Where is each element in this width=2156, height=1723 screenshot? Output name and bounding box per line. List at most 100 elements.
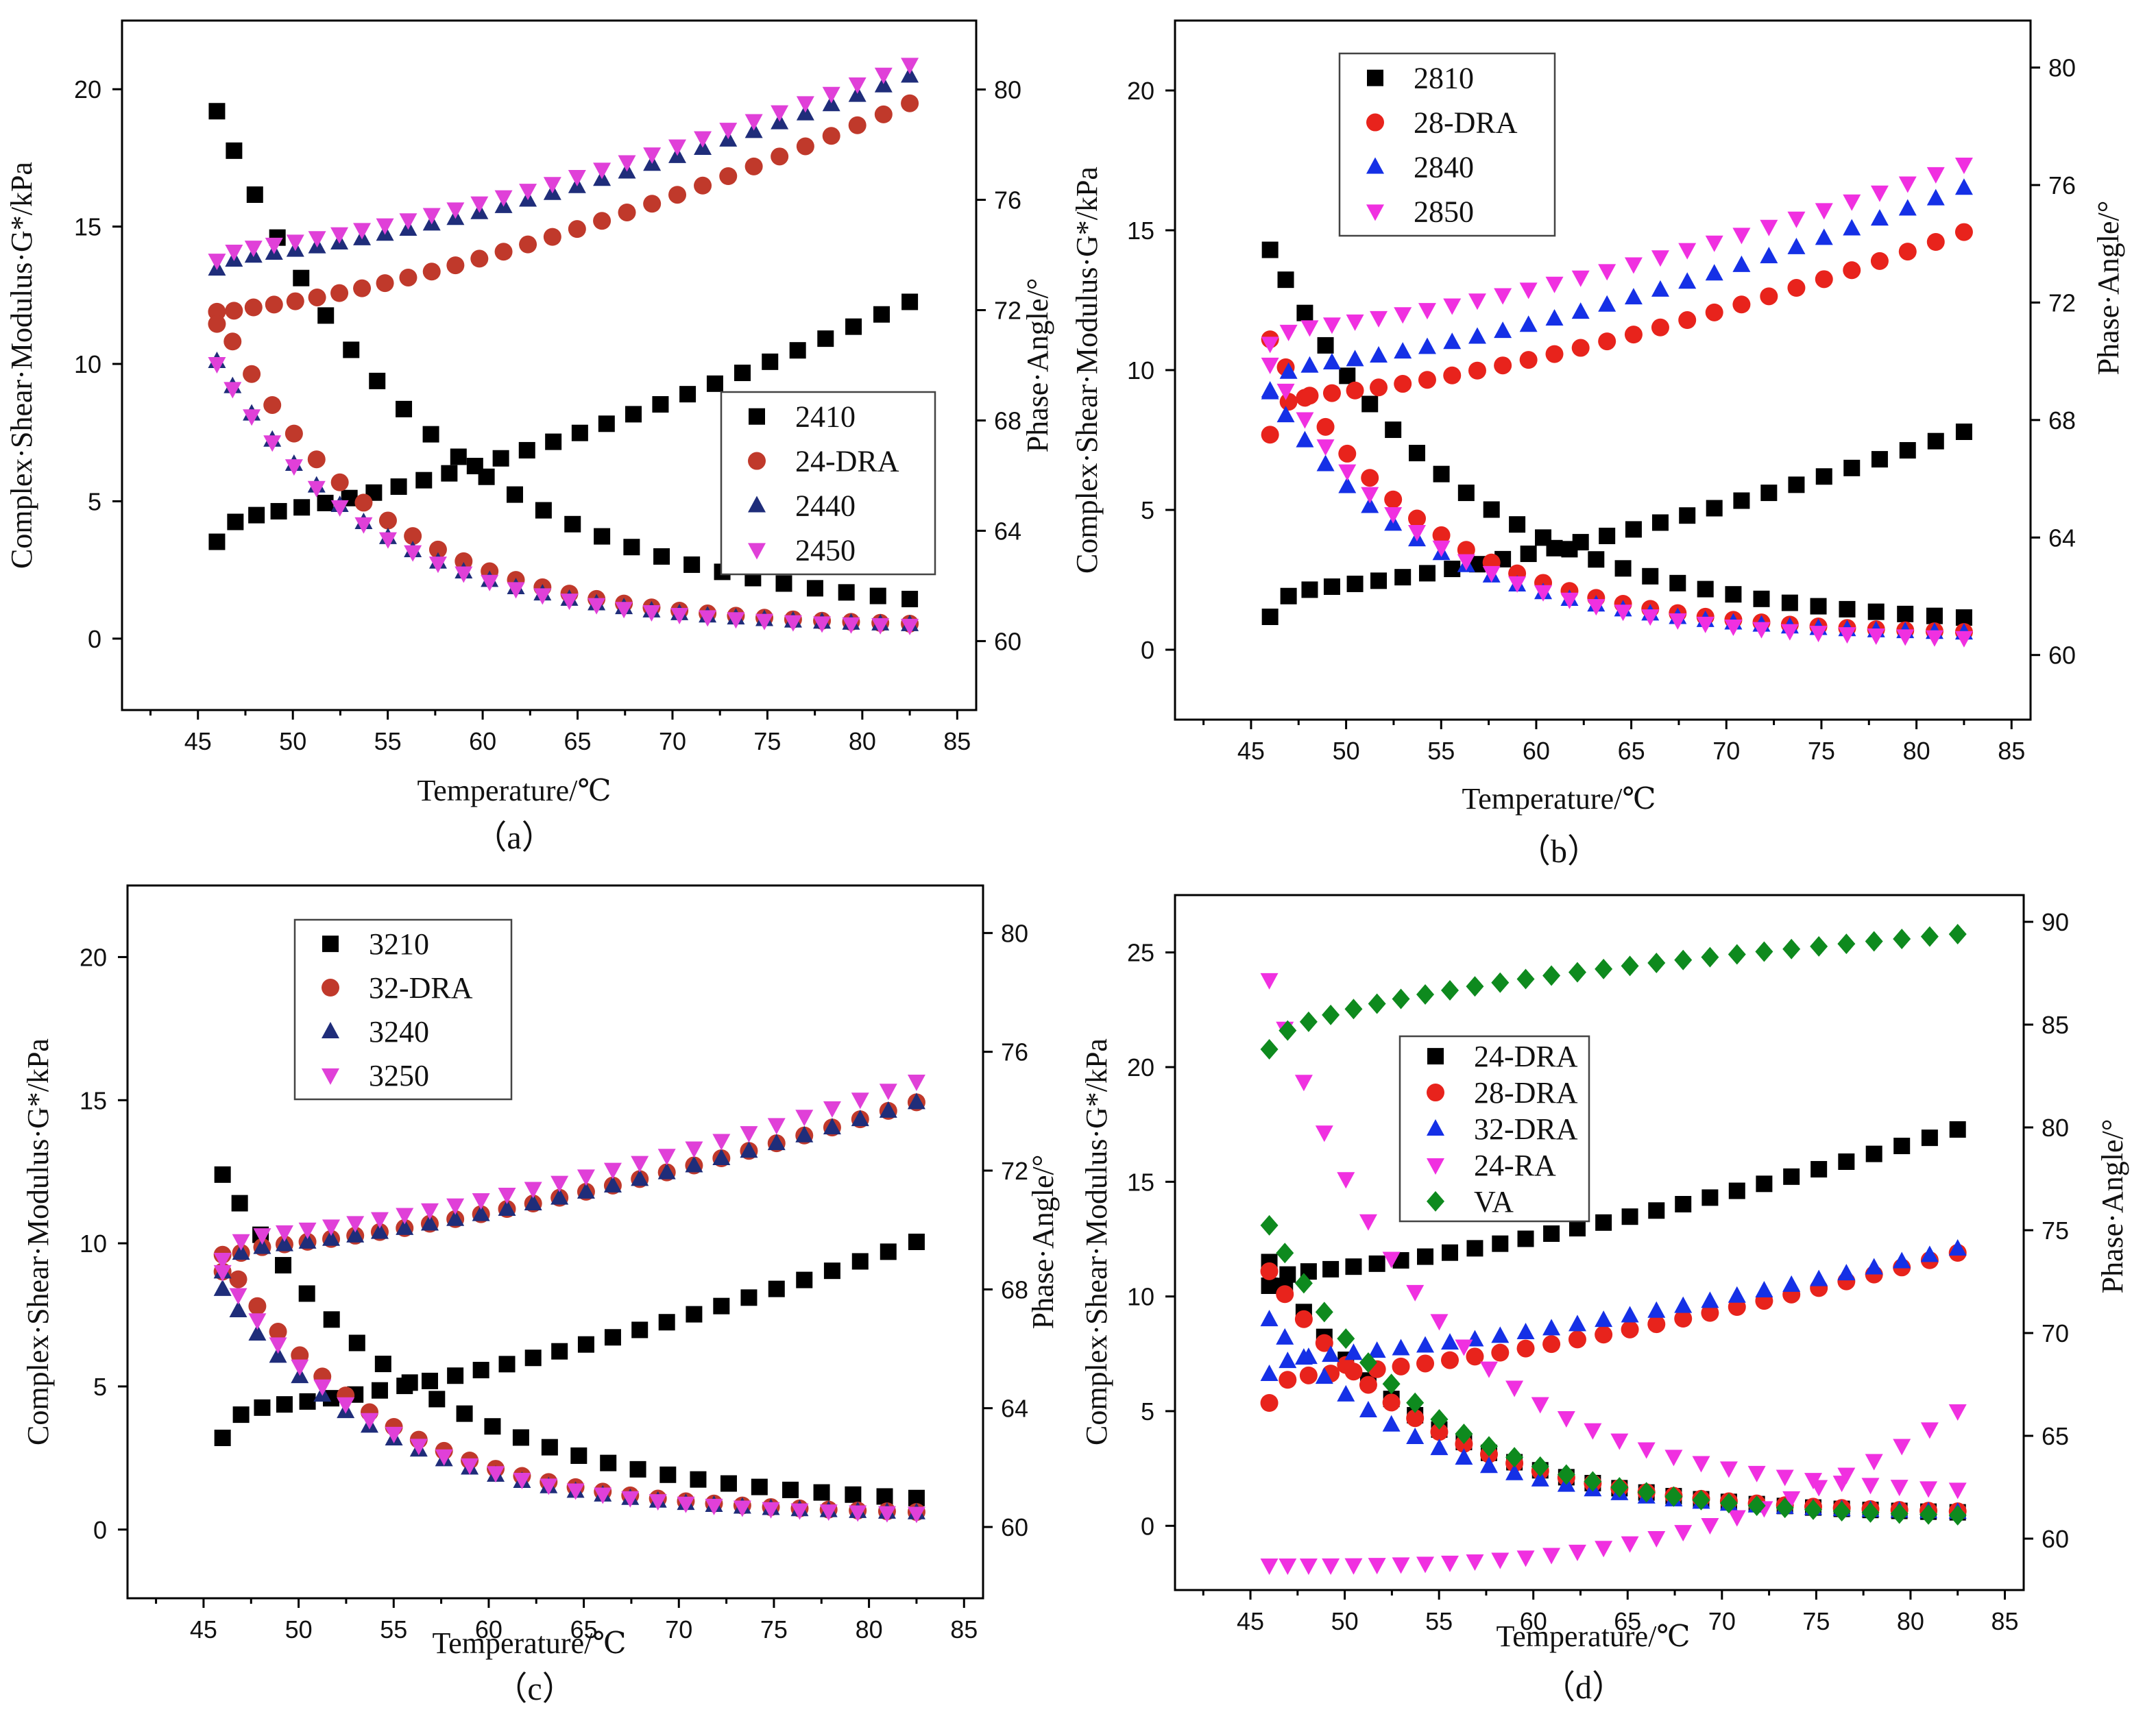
y-tick-label: 0 — [1141, 636, 1154, 664]
phase-point — [907, 1075, 925, 1091]
modulus-point — [1610, 1477, 1629, 1498]
x-axis-title: Temperature/℃ — [1462, 782, 1656, 816]
phase-point — [492, 450, 509, 467]
phase-point — [1568, 1544, 1586, 1561]
modulus-point — [1260, 1262, 1279, 1280]
phase-point — [625, 406, 642, 423]
phase-point — [1728, 1286, 1746, 1303]
phase-point — [568, 170, 586, 187]
modulus-point — [1359, 1214, 1377, 1231]
phase-point — [1783, 1168, 1800, 1185]
x-tick-label: 85 — [950, 1615, 978, 1643]
x-tick-label: 55 — [374, 727, 402, 755]
phase-point — [494, 243, 513, 261]
y-tick-label: 5 — [1141, 1397, 1154, 1426]
modulus-point — [409, 1439, 428, 1456]
x-axis-title: Temperature/℃ — [432, 1626, 626, 1660]
x-tick-label: 80 — [849, 727, 876, 755]
phase-point — [466, 457, 483, 474]
phase-point — [1418, 337, 1436, 354]
modulus-point — [1277, 271, 1294, 289]
phase-point — [519, 235, 537, 254]
modulus-point — [1479, 1436, 1498, 1457]
y-left-axis-title: Complex·Shear·Modulus·G*/kPa — [1080, 1038, 1113, 1445]
modulus-point — [876, 1488, 893, 1505]
phase-point — [1468, 293, 1486, 310]
phase-point — [330, 227, 349, 244]
phase-point — [1815, 203, 1833, 220]
phase-point — [1260, 1559, 1279, 1575]
modulus-point — [450, 448, 467, 465]
phase-point — [1815, 228, 1833, 245]
modulus-point — [762, 1502, 780, 1519]
phase-point — [1441, 1333, 1459, 1350]
phase-point — [370, 1222, 389, 1239]
modulus-point — [1780, 624, 1799, 641]
phase-point — [1701, 1304, 1719, 1322]
phase-point — [618, 155, 636, 172]
phase-point — [631, 1321, 649, 1339]
modulus-point — [506, 486, 523, 503]
modulus-point — [699, 610, 717, 627]
phase-point — [346, 1216, 365, 1233]
y-tick-label: 10 — [1127, 1283, 1154, 1311]
legend-marker — [748, 452, 766, 470]
phase-point — [1346, 381, 1364, 400]
modulus-point — [600, 1454, 617, 1471]
modulus-point — [337, 1397, 355, 1414]
y2-tick-label: 76 — [2048, 171, 2076, 199]
modulus-point — [755, 613, 774, 631]
modulus-point — [223, 382, 242, 399]
modulus-point — [594, 528, 611, 545]
y-right-axis-title: Phase·Angle/° — [2096, 1119, 2129, 1294]
phase-point — [1519, 315, 1538, 332]
modulus-point — [1641, 609, 1660, 626]
phase-point — [1370, 572, 1388, 589]
modulus-point — [1408, 445, 1425, 462]
phase-point — [550, 1175, 569, 1193]
phase-point — [851, 1110, 869, 1127]
modulus-point — [1557, 1411, 1575, 1428]
phase-point — [822, 127, 840, 145]
y-tick-label: 10 — [1127, 356, 1154, 384]
phase-point — [1418, 565, 1436, 582]
modulus-point — [455, 566, 473, 583]
modulus-point — [670, 607, 689, 624]
phase-point — [1760, 485, 1778, 502]
phase-point — [524, 1194, 542, 1211]
phase-point — [1760, 287, 1778, 306]
modulus-point — [1296, 412, 1314, 429]
phase-point — [1322, 1345, 1340, 1362]
y2-tick-label: 68 — [994, 406, 1021, 435]
modulus-point — [1584, 1423, 1602, 1440]
phase-point — [1954, 223, 1973, 241]
x-axis-title: Temperature/℃ — [417, 774, 611, 807]
phase-point — [276, 1396, 293, 1413]
modulus-point — [1315, 1125, 1333, 1142]
phase-point — [694, 131, 712, 148]
phase-point — [518, 441, 535, 459]
y-tick-label: 5 — [88, 487, 101, 515]
y-tick-label: 15 — [1127, 1168, 1154, 1196]
phase-point — [1865, 1258, 1883, 1275]
modulus-point — [1260, 973, 1279, 990]
y-tick-label: 10 — [74, 350, 101, 378]
modulus-point — [1361, 496, 1379, 513]
modulus-point — [1430, 1408, 1449, 1430]
phase-point — [744, 114, 763, 131]
phase-point — [415, 472, 433, 489]
y2-tick-label: 80 — [2048, 54, 2076, 82]
modulus-point — [1260, 1310, 1279, 1327]
phase-point — [1494, 356, 1512, 375]
x-tick-label: 45 — [1237, 1607, 1264, 1635]
modulus-point — [1505, 1463, 1524, 1480]
phase-point — [823, 1262, 840, 1280]
modulus-point — [1614, 604, 1632, 622]
plot-frame — [126, 884, 984, 1600]
phase-point — [396, 1208, 414, 1225]
phase-point — [1893, 1251, 1911, 1269]
phase-point — [1392, 988, 1410, 1010]
y-tick-label: 15 — [1127, 217, 1154, 245]
modulus-point — [1897, 605, 1914, 622]
modulus-point — [360, 1413, 378, 1430]
